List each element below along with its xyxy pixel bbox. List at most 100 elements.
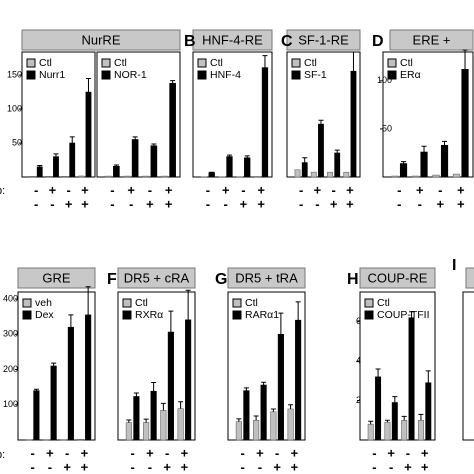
- condition-sign: +: [165, 182, 173, 197]
- bar: [62, 176, 68, 178]
- legend-swatch: [197, 70, 207, 80]
- error-bar: [113, 164, 119, 167]
- condition-sign: -: [372, 459, 376, 474]
- condition-sign: -: [129, 196, 133, 211]
- legend-label: ERα: [400, 69, 421, 81]
- bar: [350, 70, 357, 178]
- error-bar: [334, 149, 340, 153]
- condition-sign: +: [257, 196, 265, 211]
- legend-swatch: [26, 70, 36, 80]
- legend-label: Ctl: [377, 297, 390, 309]
- legend-label: NOR-1: [114, 69, 147, 81]
- panel-title: DR5 + tRA: [235, 270, 298, 285]
- condition-sign: -: [275, 445, 279, 460]
- condition-sign: -: [34, 182, 38, 197]
- condition-sign: +: [81, 445, 89, 460]
- condition-sign: +: [65, 196, 73, 211]
- condition-sign: +: [346, 182, 354, 197]
- condition-sign: +: [81, 459, 89, 474]
- error-bar: [51, 362, 57, 366]
- bar: [133, 396, 140, 441]
- bar: [294, 169, 301, 178]
- condition-sign: +: [49, 182, 57, 197]
- y-tick-label: 150: [7, 69, 22, 79]
- condition-sign: -: [30, 459, 34, 474]
- bar: [29, 176, 36, 178]
- bar: [391, 402, 398, 441]
- condition-sign: -: [331, 182, 335, 197]
- bar: [235, 421, 242, 441]
- bar: [160, 410, 167, 441]
- condition-sign: -: [223, 196, 227, 211]
- condition-sign: -: [315, 196, 319, 211]
- error-bar: [318, 119, 324, 125]
- condition-sign: -: [48, 459, 52, 474]
- condition-sign: +: [421, 459, 429, 474]
- legend-swatch: [291, 58, 301, 68]
- bar: [167, 331, 174, 441]
- legend-swatch: [232, 298, 242, 308]
- condition-sign: +: [273, 459, 281, 474]
- panel-title: SF-1-RE: [298, 32, 349, 47]
- error-bar: [261, 381, 267, 386]
- bar: [375, 376, 382, 441]
- bar: [295, 319, 302, 441]
- error-bar: [170, 80, 176, 84]
- bar: [243, 390, 250, 441]
- panel-letter: B: [184, 33, 196, 50]
- condition-sign: +: [163, 459, 171, 474]
- error-bar: [302, 157, 308, 163]
- legend-swatch: [387, 58, 397, 68]
- bar: [343, 171, 350, 178]
- bar: [150, 145, 158, 178]
- panel-title: GRE: [42, 270, 71, 285]
- legend-label: COUP-TFII: [377, 309, 430, 321]
- bar: [417, 419, 424, 441]
- bar: [277, 333, 284, 441]
- condition-sign: +: [146, 196, 154, 211]
- panel-frame: [382, 51, 474, 178]
- panel-letter: H: [347, 271, 359, 288]
- y-tick-label: 6: [356, 316, 361, 326]
- error-bar: [384, 419, 390, 423]
- legend-label: HNF-4: [210, 69, 241, 81]
- bar: [36, 166, 43, 178]
- legend-swatch: [232, 310, 242, 320]
- condition-sign: +: [240, 196, 248, 211]
- condition-sign: -: [438, 182, 442, 197]
- y-tick-label: 400: [3, 293, 18, 303]
- bar: [185, 319, 192, 441]
- error-bar: [37, 164, 43, 167]
- y-tick-label: 50: [382, 123, 392, 133]
- error-bar: [126, 419, 132, 423]
- bar: [77, 438, 84, 441]
- panel-title: ERE +: [413, 32, 451, 47]
- error-bar: [401, 161, 407, 164]
- header-box: [117, 267, 196, 289]
- condition-sign: -: [206, 182, 210, 197]
- condition-sign: +: [165, 196, 173, 211]
- row-label: p:: [0, 449, 5, 461]
- legend-label: Ctl: [400, 57, 413, 69]
- bar: [50, 365, 57, 441]
- bar: [391, 175, 399, 178]
- condition-sign: -: [299, 182, 303, 197]
- condition-sign: -: [240, 445, 244, 460]
- condition-sign: -: [34, 196, 38, 211]
- error-bar: [185, 289, 191, 320]
- bar: [261, 67, 269, 178]
- error-bar: [85, 77, 91, 93]
- error-bar: [350, 51, 356, 72]
- bar: [85, 91, 92, 178]
- panel-title: DR5 + cRA: [124, 270, 190, 285]
- condition-sign: +: [346, 196, 354, 211]
- condition-sign: -: [240, 459, 244, 474]
- legend-swatch: [122, 310, 132, 320]
- legend-swatch: [101, 58, 111, 68]
- condition-sign: -: [110, 196, 114, 211]
- bar: [270, 411, 277, 441]
- condition-sign: +: [457, 196, 465, 211]
- bar: [142, 175, 150, 178]
- bar: [318, 123, 324, 178]
